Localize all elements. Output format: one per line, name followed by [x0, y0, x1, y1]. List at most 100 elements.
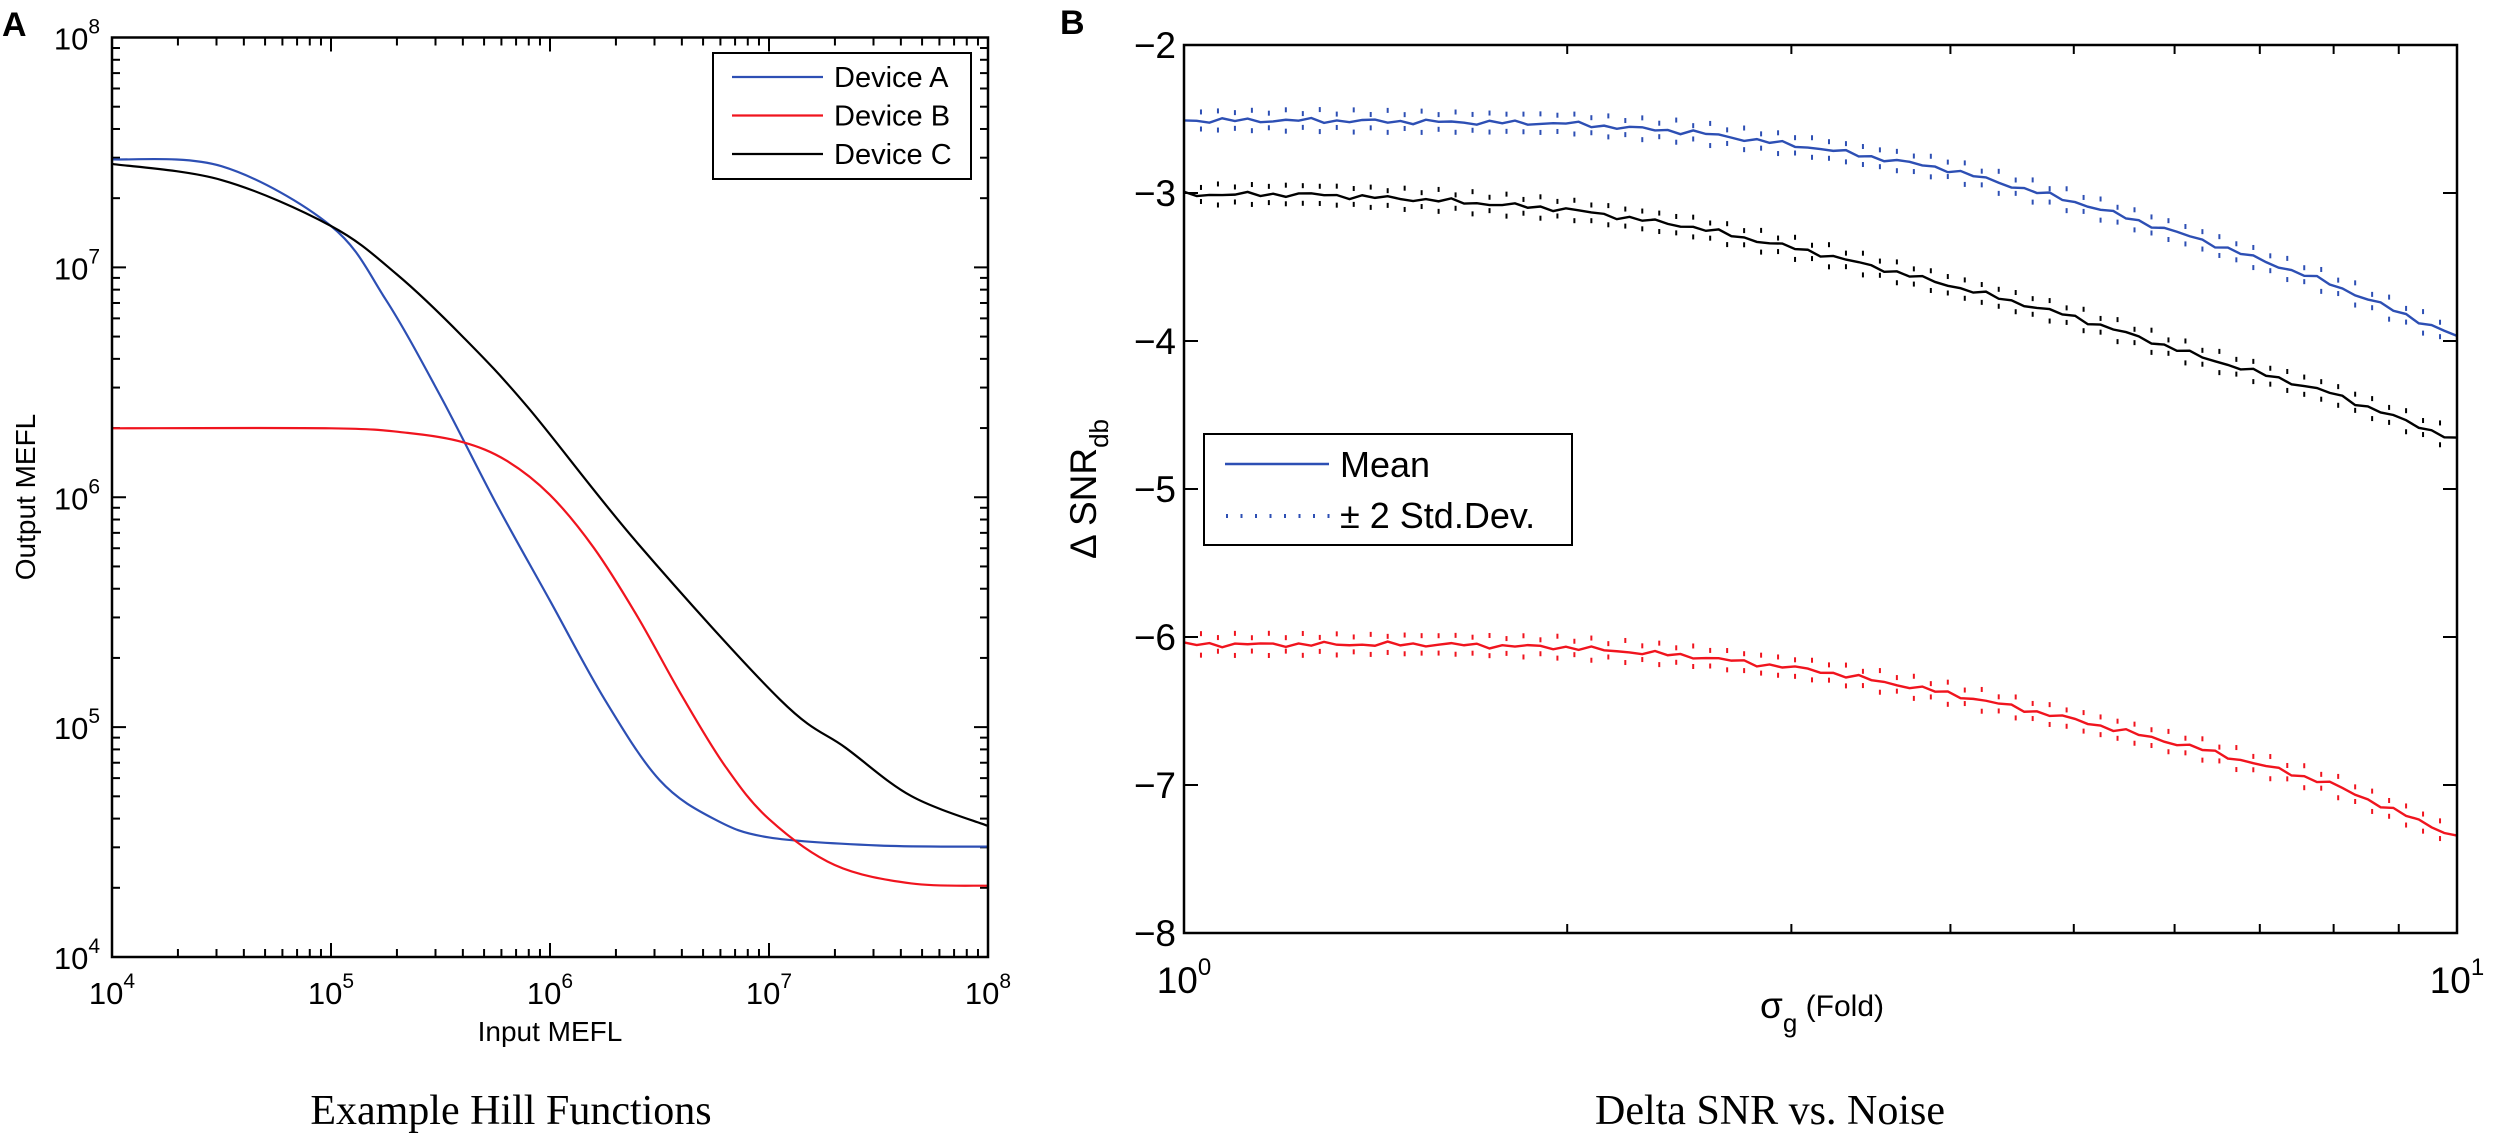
std-dot [1929, 287, 1932, 293]
std-dot [2167, 350, 2170, 356]
std-dot [2269, 381, 2272, 387]
legend: Mean ± 2 Std.Dev. [1203, 433, 1573, 546]
std-dot [1250, 648, 1253, 654]
y-tick-label: 104 [54, 935, 100, 976]
std-dot [2439, 420, 2442, 426]
panel-title: Example Hill Functions [310, 1088, 711, 1134]
std-dot [1607, 134, 1610, 140]
std-dot [1590, 130, 1593, 136]
x-tick-label: 107 [746, 970, 792, 1011]
std-dot [2422, 418, 2425, 424]
std-dot [1318, 129, 1321, 135]
std-dot [2422, 309, 2425, 315]
std-dot [1301, 630, 1304, 636]
std-dot [1811, 677, 1814, 683]
series-line-device-c [111, 162, 989, 827]
std-dot [1929, 694, 1932, 700]
std-dot [1488, 633, 1491, 639]
std-dot [2337, 773, 2340, 779]
std-dot [1844, 264, 1847, 270]
std-dot [1216, 635, 1219, 641]
std-dot [1267, 125, 1270, 131]
std-dot [1284, 648, 1287, 654]
y-tick-label: −3 [1134, 173, 1176, 214]
y-tick-label: 106 [54, 475, 100, 516]
std-dot [1269, 514, 1272, 518]
std-dot [2269, 268, 2272, 274]
std-dot [1929, 268, 1932, 274]
std-dot [1743, 125, 1746, 131]
axis-ticks [111, 37, 988, 958]
panel-label-b: B [1060, 4, 1085, 42]
legend-entry: Device C [834, 139, 952, 171]
std-dot [2371, 808, 2374, 814]
std-dot [1199, 184, 1202, 190]
std-dot [2252, 379, 2255, 385]
std-dot [1590, 218, 1593, 224]
std-dot [1233, 125, 1236, 131]
std-dot [1844, 159, 1847, 165]
std-dot [1912, 153, 1915, 159]
std-dot [2439, 818, 2442, 824]
std-dot [2167, 728, 2170, 734]
std-dot [1539, 111, 1542, 117]
std-dot [2150, 727, 2153, 733]
std-dot [2235, 241, 2238, 247]
std-dot [1963, 277, 1966, 283]
y-tick-label: −8 [1134, 913, 1176, 954]
std-dot [1318, 200, 1321, 206]
std-dot [1794, 135, 1797, 141]
std-dot [2014, 694, 2017, 700]
std-dot [1284, 514, 1286, 518]
std-dot [2354, 799, 2357, 805]
std-dot [1895, 168, 1898, 174]
std-dot [1743, 228, 1746, 234]
std-dot [1386, 107, 1389, 113]
std-dot [2099, 329, 2102, 335]
std-dot [2320, 396, 2323, 402]
std-dot [1709, 647, 1712, 653]
std-dot [1233, 110, 1236, 116]
legend-entry: Mean [1340, 444, 1430, 485]
std-dot [2235, 356, 2238, 362]
std-dot [2116, 339, 2119, 345]
std-dot [2031, 311, 2034, 317]
std-dot [1199, 126, 1202, 132]
std-dot [1912, 266, 1915, 272]
std-dot [1250, 107, 1253, 113]
std-dot [1284, 128, 1287, 134]
std-dot [2031, 177, 2034, 183]
std-dot [1912, 169, 1915, 175]
std-dot [1471, 189, 1474, 195]
std-dot [1692, 643, 1695, 649]
std-dot [1844, 662, 1847, 668]
std-dot [1794, 150, 1797, 156]
std-dot [2303, 374, 2306, 380]
std-dot [1240, 514, 1243, 518]
std-dot [1827, 677, 1830, 683]
std-dot [1794, 256, 1797, 262]
std-dot [1760, 652, 1763, 658]
std-dot [1352, 649, 1355, 655]
x-tick-label: 100 [1157, 954, 1212, 1001]
std-dot [2014, 715, 2017, 721]
std-dot [2235, 257, 2238, 263]
std-dot [2099, 196, 2102, 202]
std-dot [2167, 236, 2170, 242]
std-dot [2048, 186, 2051, 192]
std-dot [1980, 686, 1983, 692]
x-tick-label: 105 [308, 970, 354, 1011]
std-dot [1454, 129, 1457, 135]
std-dot [1929, 681, 1932, 687]
std-dot [1267, 652, 1270, 658]
series-line-device-b [111, 426, 989, 887]
std-dot [1250, 128, 1253, 134]
std-dot [1861, 144, 1864, 150]
std-dot [1369, 184, 1372, 190]
std-dot [1726, 221, 1729, 227]
std-dot [2439, 442, 2442, 448]
std-dot [1352, 201, 1355, 207]
std-dot [1454, 205, 1457, 211]
std-dot [1946, 679, 1949, 685]
std-dot [1522, 129, 1525, 135]
